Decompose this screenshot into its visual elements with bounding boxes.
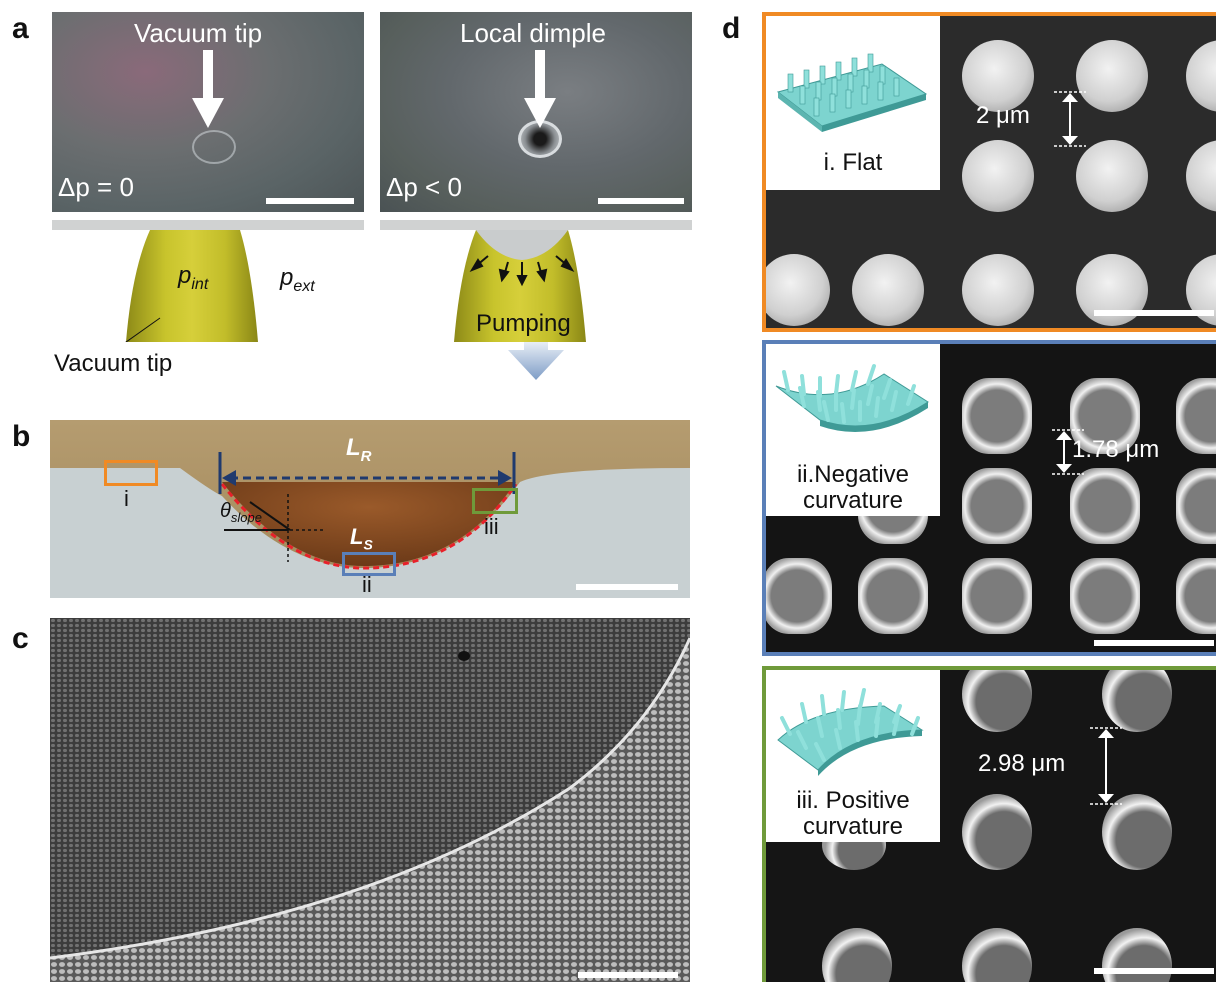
pillar xyxy=(1070,468,1140,544)
scale-bar xyxy=(266,198,354,204)
p-ext-label: pext xyxy=(280,264,315,295)
positive-label-line1: iii. Positive xyxy=(796,787,910,814)
panel-label-c: c xyxy=(12,622,29,655)
pillar xyxy=(962,140,1034,212)
pillar xyxy=(1102,670,1172,732)
vacuum-tip-schematic xyxy=(125,230,258,342)
film-bar-right xyxy=(380,220,692,230)
region-label-i: i xyxy=(124,486,129,511)
right-pressure-label: Δp < 0 xyxy=(386,172,462,202)
pillar xyxy=(852,254,924,326)
pillar xyxy=(766,254,830,326)
pillar xyxy=(858,558,928,634)
region-box-ii xyxy=(342,552,396,576)
pillar xyxy=(1070,558,1140,634)
scale-bar xyxy=(578,972,678,978)
pumping-label: Pumping xyxy=(476,310,571,337)
pillar xyxy=(962,670,1032,732)
pillar xyxy=(962,794,1032,870)
lr-label: LR xyxy=(346,434,372,465)
sem-positive-panel: iii. Positive curvature 2.98 μm xyxy=(762,666,1216,982)
pillar xyxy=(962,40,1034,112)
sem-negative-panel: ii.Negative curvature 1.78 μm xyxy=(762,340,1216,656)
panel-label-d: d xyxy=(722,12,741,45)
negative-label-line2: curvature xyxy=(802,487,904,514)
pillar xyxy=(1076,140,1148,212)
flat-spacing-label: 2 μm xyxy=(976,102,1030,129)
lr-arrow xyxy=(218,452,516,494)
slope-angle-marker xyxy=(224,494,326,562)
flat-pillar-array-icon xyxy=(776,53,928,132)
scale-bar xyxy=(1094,640,1214,646)
scale-bar xyxy=(576,584,678,590)
sem-overview-image xyxy=(50,618,690,982)
theta-label: θslope xyxy=(220,500,262,525)
region-label-ii: ii xyxy=(362,572,372,597)
negative-schematic-inset: ii.Negative curvature xyxy=(766,344,940,516)
left-pressure-label: Δp = 0 xyxy=(58,172,134,202)
region-label-iii: iii xyxy=(484,514,499,539)
sem-flat-panel: i. Flat 2 μm xyxy=(762,12,1216,332)
tip-contact-spot xyxy=(192,130,236,164)
p-int-label: pint xyxy=(178,262,209,293)
micrograph-local-dimple: Local dimple Δp < 0 xyxy=(380,12,692,212)
pillar xyxy=(962,378,1032,454)
pillar xyxy=(962,468,1032,544)
sem-surface xyxy=(50,618,690,982)
left-image-title: Vacuum tip xyxy=(134,18,263,48)
cross-section-image: LR θslope LS i ii iii xyxy=(50,420,690,598)
region-box-i xyxy=(104,460,158,486)
spacing-arrow xyxy=(1054,91,1086,147)
pillar xyxy=(1176,468,1216,544)
pillar xyxy=(1070,378,1140,454)
pillar xyxy=(1076,40,1148,112)
pillar xyxy=(1186,40,1216,112)
pillar xyxy=(1102,794,1172,870)
pillar xyxy=(962,254,1034,326)
pillar xyxy=(766,558,832,634)
positive-label-line2: curvature xyxy=(802,813,904,840)
positive-spacing-label: 2.98 μm xyxy=(978,750,1066,777)
negative-curvature-array-icon xyxy=(775,364,929,432)
region-box-iii xyxy=(472,488,518,514)
pillar xyxy=(962,928,1032,982)
right-image-title: Local dimple xyxy=(460,18,606,48)
spacing-arrow xyxy=(1090,727,1122,805)
vacuum-tip-label: Vacuum tip xyxy=(54,350,173,377)
negative-label-line1: ii.Negative xyxy=(796,461,910,488)
pillar xyxy=(1176,558,1216,634)
panel-label-a: a xyxy=(12,12,29,45)
spacing-arrow xyxy=(1052,429,1084,475)
film-bar-left xyxy=(52,220,364,230)
down-arrow-icon xyxy=(524,50,556,128)
flat-schematic-inset: i. Flat xyxy=(766,16,940,190)
positive-curvature-array-icon xyxy=(777,688,924,776)
positive-schematic-inset: iii. Positive curvature xyxy=(766,670,940,842)
ls-label: LS xyxy=(350,524,373,553)
flat-label: i. Flat xyxy=(823,149,883,176)
micrograph-vacuum-tip: Vacuum tip Δp = 0 xyxy=(52,12,364,212)
panel-label-b: b xyxy=(12,420,31,453)
pillar xyxy=(1176,378,1216,454)
pillar xyxy=(822,928,892,982)
scale-bar xyxy=(598,198,684,204)
pumping-tip-schematic xyxy=(454,230,586,380)
scale-bar xyxy=(1094,310,1214,316)
pillar xyxy=(1186,140,1216,212)
pillar xyxy=(962,558,1032,634)
down-arrow-icon xyxy=(192,50,224,128)
negative-spacing-label: 1.78 μm xyxy=(1072,436,1160,463)
scale-bar xyxy=(1094,968,1214,974)
